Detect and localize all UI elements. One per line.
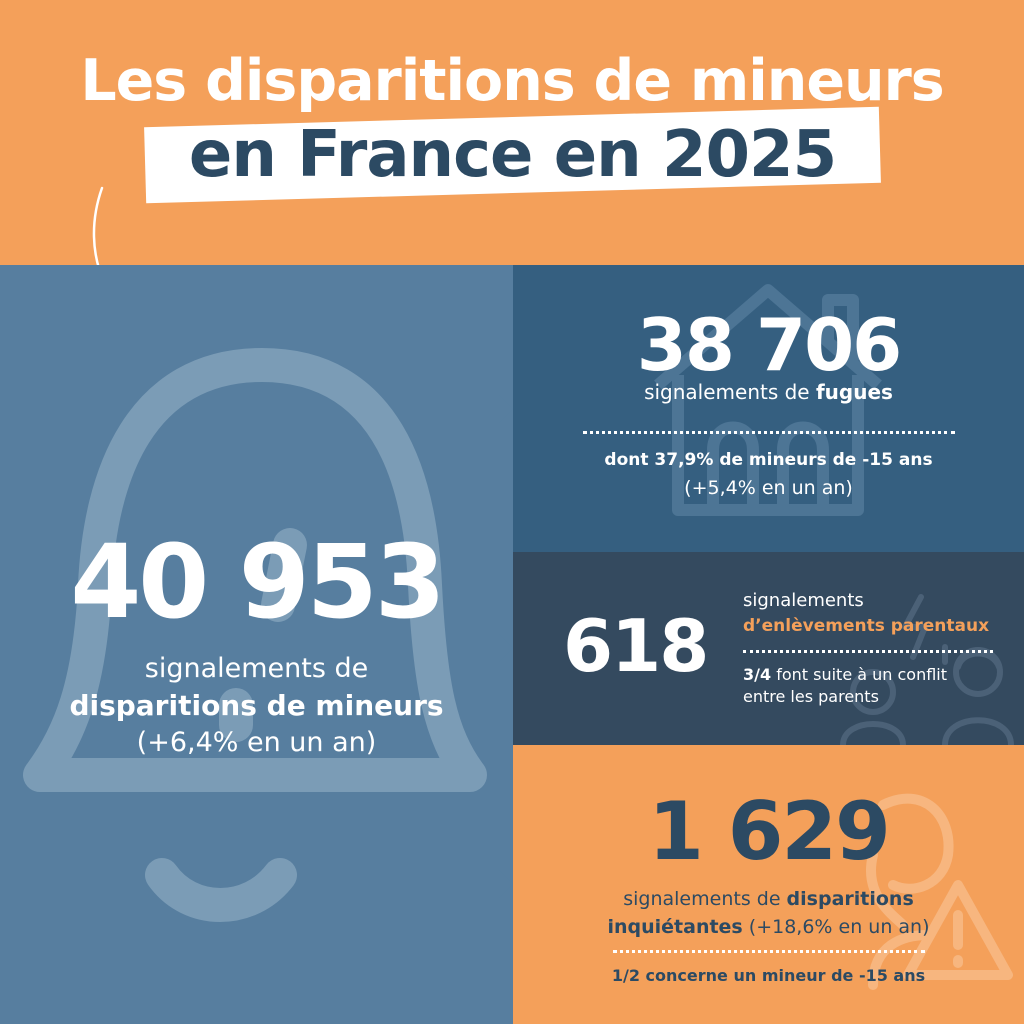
panel-notch: [499, 870, 513, 898]
dotted-divider: [613, 950, 925, 953]
parents-conflict-icon: [840, 594, 1014, 745]
fugues-label: signalements de fugues: [513, 380, 1024, 404]
total-label: signalements de disparitions de mineurs …: [0, 650, 513, 761]
dotted-divider: [743, 650, 993, 653]
inquietantes-detail: 1/2 concerne un mineur de -15 ans: [611, 966, 926, 985]
enlevements-label-line-2: d’enlèvements parentaux: [743, 616, 990, 636]
fugues-number: 38 706: [636, 303, 903, 387]
inquietantes-label-bold-2: inquiétantes: [607, 916, 743, 938]
inquietantes-label-bold-1: disparitions: [786, 888, 914, 910]
inquietantes-label-suffix: (+18,6% en un an): [742, 916, 930, 938]
panel-notch: [499, 634, 513, 662]
enlevements-label-line-1: signalements: [743, 590, 864, 611]
inquietantes-label-prefix: signalements de: [623, 888, 787, 910]
title-line-1: Les disparitions de mineurs: [80, 48, 944, 114]
enlevements-number: 618: [563, 604, 709, 688]
enlevements-detail-rest: font suite à un conflit entre les parent…: [743, 665, 948, 706]
fugues-label-bold: fugues: [815, 380, 893, 404]
panel-notch: [499, 395, 513, 423]
total-label-line-2: disparitions de mineurs: [69, 689, 444, 722]
enlevements-detail-bold: 3/4: [743, 665, 772, 684]
warning-person-icon: [866, 793, 1013, 990]
fugues-change: (+5,4% en un an): [684, 477, 853, 499]
house-icon: [654, 284, 882, 516]
header: Les disparitions de mineurs en France en…: [0, 0, 1024, 364]
fugues-detail: dont 37,9% de mineurs de -15 ans: [604, 450, 933, 470]
total-change: (+6,4% en un an): [136, 727, 377, 758]
total-number: 40 953: [70, 523, 445, 642]
inquietantes-number: 1 629: [648, 785, 891, 878]
fugues-label-prefix: signalements de: [644, 380, 816, 404]
title-line-2: en France en 2025: [188, 118, 837, 192]
dotted-divider: [583, 431, 955, 434]
total-disappearances-panel: 40 953 signalements de disparitions de m…: [0, 265, 513, 1024]
inquietantes-panel: 1 629 signalements de disparitions inqui…: [499, 745, 1024, 1024]
inquietantes-label: signalements de disparitions inquiétante…: [513, 885, 1024, 941]
enlevements-panel: 618 signalements d’enlèvements parentaux…: [499, 552, 1024, 745]
bell-icon: [23, 348, 487, 922]
total-label-line-1: signalements de: [144, 653, 369, 684]
fugues-panel: 38 706 signalements de fugues dont 37,9%…: [499, 265, 1024, 552]
enlevements-detail: 3/4 font suite à un conflit entre les pa…: [743, 664, 993, 708]
